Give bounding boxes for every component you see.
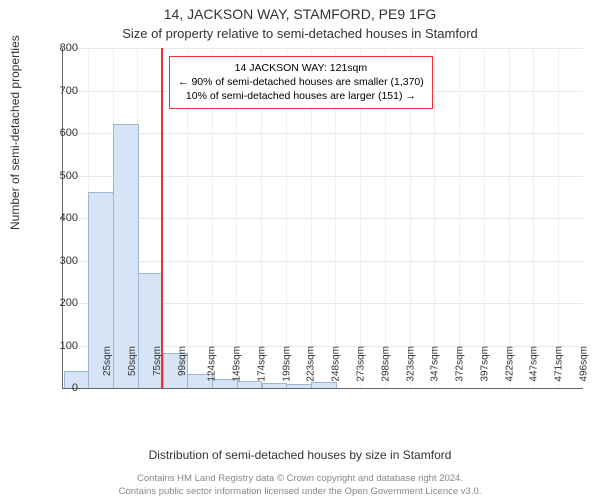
callout-box: 14 JACKSON WAY: 121sqm← 90% of semi-deta… [169,56,433,109]
page-title: 14, JACKSON WAY, STAMFORD, PE9 1FG [0,6,600,22]
histogram-bar [262,383,288,388]
y-tick-label: 200 [48,297,78,309]
gridline-h [63,261,583,262]
x-tick-label: 422sqm [504,346,515,382]
x-tick-label: 496sqm [578,346,589,382]
gridline-v [558,48,559,388]
gridline-v [484,48,485,388]
footer-line-2: Contains public sector information licen… [0,486,600,497]
x-tick-label: 298sqm [380,346,391,382]
x-tick-label: 397sqm [479,346,490,382]
gridline-h [63,48,583,49]
y-tick-label: 600 [48,127,78,139]
x-tick-label: 50sqm [127,346,138,376]
y-tick-label: 100 [48,340,78,352]
histogram-bar [237,381,263,388]
callout-line: ← 90% of semi-detached houses are smalle… [178,75,424,89]
histogram-bar [286,384,312,388]
gridline-v [533,48,534,388]
x-tick-label: 99sqm [177,346,188,376]
x-tick-label: 347sqm [430,346,441,382]
x-tick-label: 174sqm [257,346,268,382]
x-tick-label: 149sqm [232,346,243,382]
y-axis-label: Number of semi-detached properties [8,35,22,230]
x-tick-label: 372sqm [455,346,466,382]
x-tick-label: 223sqm [306,346,317,382]
x-tick-label: 447sqm [529,346,540,382]
y-tick-label: 700 [48,85,78,97]
x-tick-label: 273sqm [356,346,367,382]
x-tick-label: 199sqm [281,346,292,382]
y-tick-label: 800 [48,42,78,54]
gridline-h [63,176,583,177]
y-tick-label: 300 [48,255,78,267]
x-tick-label: 471sqm [554,346,565,382]
y-tick-label: 400 [48,212,78,224]
x-tick-label: 248sqm [331,346,342,382]
histogram-bar [311,382,337,388]
x-tick-label: 25sqm [102,346,113,376]
gridline-v [509,48,510,388]
gridline-h [63,218,583,219]
gridline-h [63,133,583,134]
x-tick-label: 323sqm [405,346,416,382]
x-axis-label: Distribution of semi-detached houses by … [0,448,600,462]
callout-line: 10% of semi-detached houses are larger (… [178,89,424,103]
y-tick-label: 500 [48,170,78,182]
footer-line-1: Contains HM Land Registry data © Crown c… [0,473,600,484]
x-tick-label: 75sqm [152,346,163,376]
x-tick-label: 124sqm [207,346,218,382]
chart-container: 14, JACKSON WAY, STAMFORD, PE9 1FG Size … [0,0,600,500]
y-tick-label: 0 [48,382,78,394]
callout-line: 14 JACKSON WAY: 121sqm [178,61,424,75]
marker-line [161,48,163,388]
gridline-v [459,48,460,388]
page-subtitle: Size of property relative to semi-detach… [0,26,600,41]
gridline-v [434,48,435,388]
